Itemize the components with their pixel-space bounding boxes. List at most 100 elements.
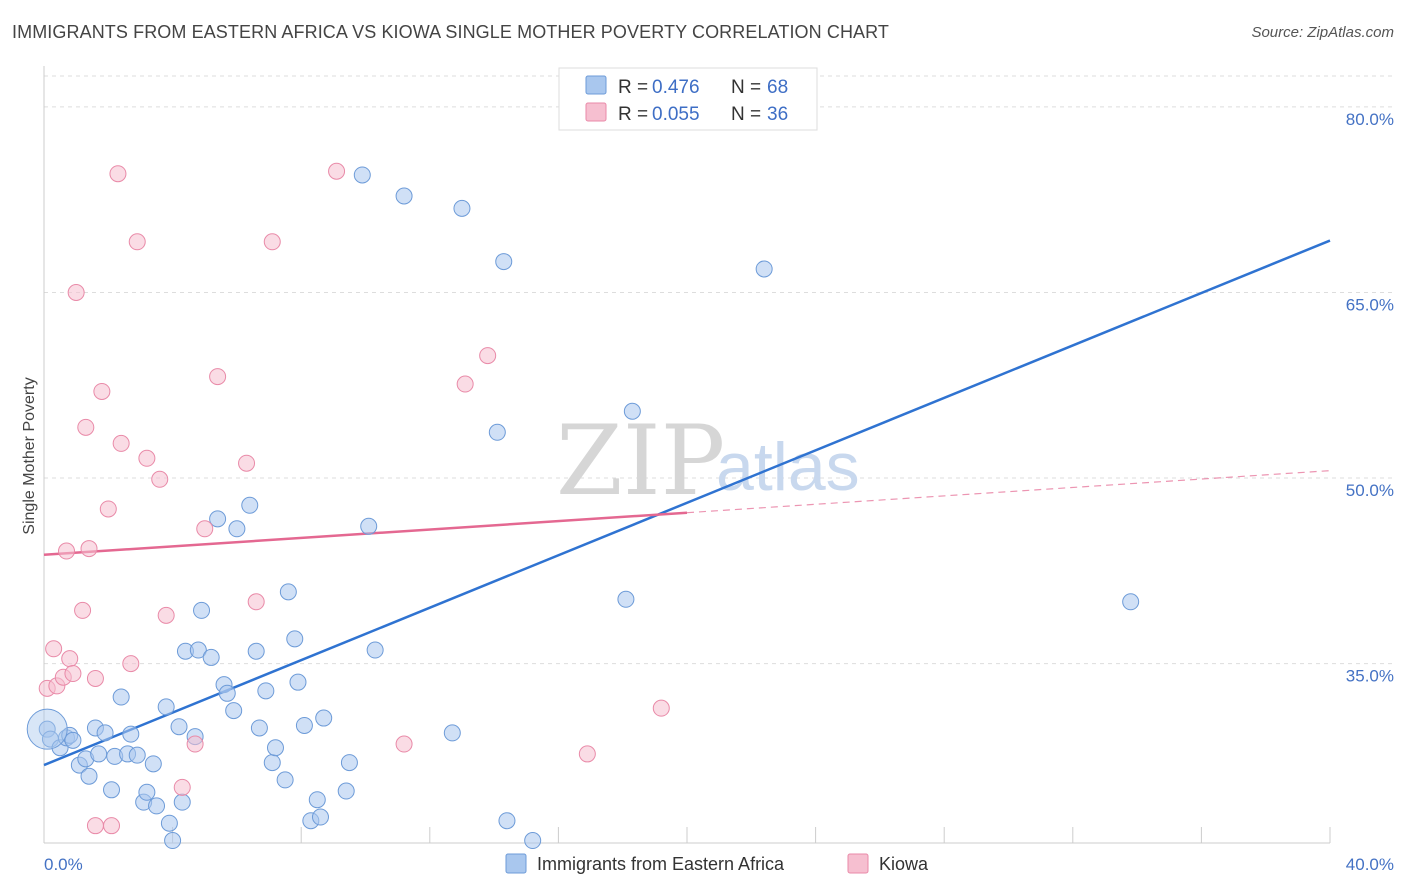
pink-point-34 — [578, 745, 596, 763]
pink-point-24 — [186, 735, 204, 753]
pink-point-29 — [263, 233, 281, 251]
y-tick-label-2: 65.0% — [1346, 295, 1394, 314]
blue-point-23 — [160, 814, 178, 832]
blue-point-64 — [617, 590, 635, 608]
blue-point-65 — [623, 402, 641, 420]
blue-point-25 — [170, 718, 188, 736]
blue-point-39 — [250, 719, 268, 737]
pink-point-10 — [80, 540, 98, 558]
y-tick-label-1: 50.0% — [1346, 481, 1394, 500]
blue-point-60 — [488, 423, 506, 441]
blue-point-24 — [164, 832, 182, 850]
blue-point-19 — [138, 783, 156, 801]
y-axis-label: Single Mother Poverty — [21, 377, 38, 534]
watermark: ZIP atlas — [556, 405, 860, 517]
legend-n-value-pink: 36 — [767, 104, 788, 125]
pink-point-35 — [652, 699, 670, 717]
pink-point-12 — [86, 817, 104, 835]
pink-point-32 — [456, 375, 474, 393]
blue-point-31 — [202, 648, 220, 666]
blue-point-47 — [295, 716, 313, 734]
blue-point-12 — [103, 781, 121, 799]
blue-point-59 — [453, 199, 471, 217]
blue-point-11 — [96, 724, 114, 742]
legend-r-value-blue: 0.476 — [652, 77, 700, 98]
bottom-legend-label-blue: Immigrants from Eastern Africa — [537, 854, 785, 874]
legend-r-value-pink: 0.055 — [652, 104, 700, 125]
blue-point-32 — [209, 510, 227, 528]
blue-point-41 — [263, 754, 281, 772]
pink-point-19 — [128, 233, 146, 251]
blue-point-52 — [337, 782, 355, 800]
pink-point-18 — [122, 655, 140, 673]
source-label: Source: ZipAtlas.com — [1251, 24, 1394, 41]
pink-point-22 — [157, 606, 175, 624]
pink-point-8 — [74, 601, 92, 619]
blue-point-46 — [289, 673, 307, 691]
blue-point-50 — [311, 808, 329, 826]
blue-point-8 — [80, 767, 98, 785]
blue-point-45 — [286, 630, 304, 648]
pink-point-1 — [45, 640, 63, 658]
pink-point-17 — [112, 434, 130, 452]
pink-point-15 — [103, 817, 121, 835]
blue-point-37 — [241, 496, 259, 514]
legend-r-label-pink: R = — [618, 104, 648, 125]
blue-point-63 — [524, 832, 542, 850]
watermark-zip: ZIP — [556, 405, 725, 517]
y-tick-label-0: 35.0% — [1346, 667, 1394, 686]
pink-point-11 — [86, 669, 104, 687]
blue-point-67 — [1122, 593, 1140, 611]
blue-point-35 — [225, 702, 243, 720]
bottom-legend: Immigrants from Eastern Africa Kiowa — [505, 853, 929, 874]
blue-point-55 — [360, 517, 378, 535]
y-tick-label-3: 80.0% — [1346, 110, 1394, 129]
blue-point-26 — [173, 793, 191, 811]
legend-n-value-blue: 68 — [767, 77, 788, 98]
trend-lines — [43, 239, 1331, 767]
blue-point-14 — [112, 688, 130, 706]
blue-point-61 — [495, 253, 513, 271]
blue-point-5 — [64, 731, 82, 749]
pink-point-28 — [247, 593, 265, 611]
blue-point-34 — [218, 684, 236, 702]
pink-point-21 — [151, 470, 169, 488]
pink-point-30 — [328, 162, 346, 180]
blue-point-17 — [128, 746, 146, 764]
x-tick-label-0: 0.0% — [44, 855, 83, 874]
bottom-legend-swatch-pink — [847, 853, 869, 874]
blue-point-58 — [443, 724, 461, 742]
blue-point-42 — [266, 739, 284, 757]
chart-title: IMMIGRANTS FROM EASTERN AFRICA VS KIOWA … — [12, 22, 890, 42]
bottom-legend-swatch-blue — [505, 853, 527, 874]
data-points — [26, 162, 1140, 850]
legend-swatch-blue — [585, 75, 607, 95]
pink-point-6 — [64, 665, 82, 683]
blue-point-cluster — [26, 708, 68, 750]
tick-labels: 35.0% 50.0% 65.0% 80.0% 0.0% 40.0% — [44, 110, 1394, 874]
legend-swatch-pink — [585, 102, 607, 122]
blue-point-29 — [189, 641, 207, 659]
legend-n-label-pink: N = — [731, 104, 761, 125]
legend: R = 0.476 N = 68 R = 0.055 N = 36 — [558, 67, 818, 131]
pink-point-25 — [196, 520, 214, 538]
blue-point-62 — [498, 812, 516, 830]
blue-point-49 — [308, 791, 326, 809]
pink-point-4 — [58, 542, 76, 560]
x-tick-label-1: 40.0% — [1346, 855, 1394, 874]
blue-point-43 — [276, 771, 294, 789]
blue-point-21 — [148, 797, 166, 815]
legend-r-label-blue: R = — [618, 77, 648, 98]
blue-point-38 — [247, 642, 265, 660]
pink-point-20 — [138, 449, 156, 467]
blue-point-36 — [228, 520, 246, 538]
blue-point-10 — [90, 745, 108, 763]
blue-point-20 — [144, 755, 162, 773]
blue-trend-line — [43, 239, 1331, 767]
blue-point-56 — [366, 641, 384, 659]
pink-point-7 — [67, 283, 85, 301]
legend-n-label-blue: N = — [731, 77, 761, 98]
pink-point-31 — [395, 735, 413, 753]
blue-point-53 — [340, 754, 358, 772]
